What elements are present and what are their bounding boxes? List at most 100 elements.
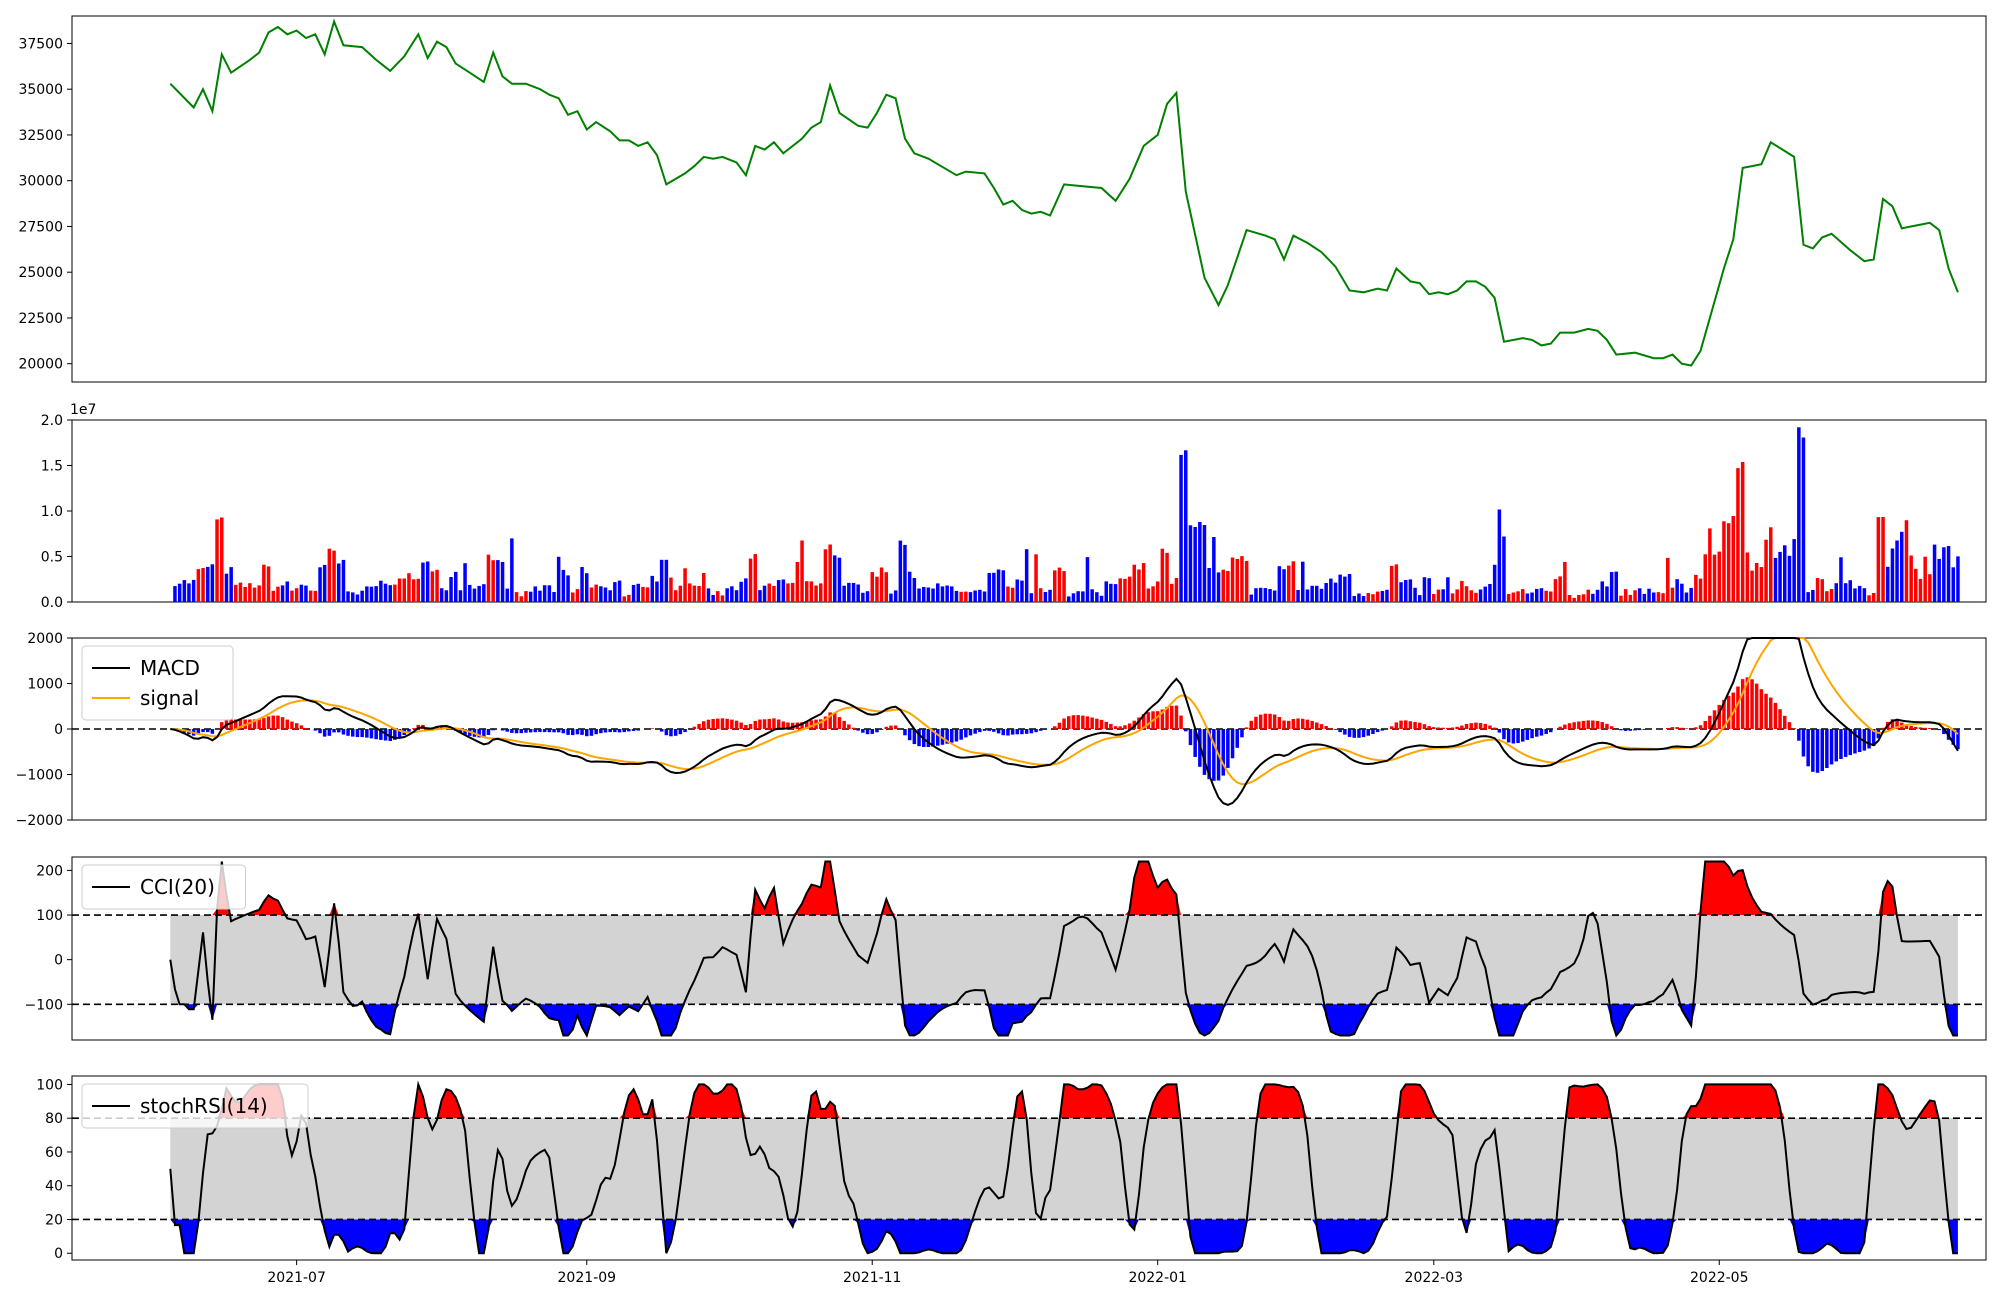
volume-bar [776,580,781,602]
macd-histogram-bar [1399,720,1403,729]
volume-bar [1600,581,1605,602]
macd-histogram-bar [917,729,921,747]
volume-bar [992,572,996,602]
macd-histogram-bar [1787,722,1792,729]
volume-bar [552,592,556,602]
volume-bar [454,571,458,602]
volume-bar [716,591,720,602]
macd-histogram-bar [837,717,842,729]
macd-histogram-bar [800,722,804,729]
macd-histogram-bar [252,719,257,729]
macd-histogram-bar [1839,729,1843,759]
price-ytick-label: 25000 [18,265,63,281]
volume-bar [847,582,851,602]
volume-bar [571,592,575,602]
volume-bar [1263,588,1268,602]
macd-histogram-bar [1698,725,1703,729]
volume-bar [1759,567,1764,602]
macd-histogram-bar [1563,724,1567,729]
volume-bar [1511,592,1516,602]
macd-histogram-bar [196,729,201,735]
volume-bar [365,586,369,602]
macd-histogram-bar [1123,725,1127,729]
macd-histogram-bar [1235,729,1240,748]
macd-histogram-bar [248,719,252,729]
volume-bar [645,587,650,602]
volume-bar [982,591,987,602]
volume-bar [1418,595,1422,602]
date-tick-label: 2022-03 [1405,1270,1464,1286]
date-tick-label: 2021-07 [267,1270,326,1286]
volume-bar [1769,527,1773,602]
macd-histogram-bar [1778,709,1782,729]
macd-histogram-bar [1315,722,1319,729]
volume-bar [280,585,285,602]
macd-histogram-bar [608,729,612,733]
date-axis: 2021-07 2021-09 2021-11 2022-01 2022-03 2022-… [267,1260,1749,1286]
volume-bar [1754,563,1759,602]
macd-histogram-bar [931,729,935,747]
macd-histogram-bar [964,729,968,738]
volume-bar [1567,595,1572,602]
volume-bar [1530,592,1534,602]
volume-offset-text: 1e7 [70,402,96,418]
macd-histogram-bar [575,729,580,735]
volume-bar [875,576,879,602]
macd-histogram-bar [603,729,608,733]
macd-histogram-bar [1043,729,1048,730]
volume-bar [613,582,617,602]
volume-bar [805,581,809,602]
volume-bar [940,586,945,602]
volume-bar [1801,437,1806,602]
macd-histogram-bar [1680,727,1684,729]
volume-axes-frame [71,419,1987,603]
macd-histogram-bar [266,716,271,729]
macd-legend-label: signal [140,686,199,710]
macd-histogram-bar [1179,715,1183,729]
volume-bar [290,590,294,602]
volume-bar [1010,587,1015,602]
volume-bar [360,590,364,602]
macd-histogram-bar [1914,726,1918,729]
volume-bar [1656,592,1661,602]
macd-histogram-bar [1071,715,1076,729]
macd-histogram-bar [1357,729,1361,738]
cci-legend-box [81,864,246,910]
macd-histogram-bar [1871,729,1876,746]
price-ytick-label: 30000 [18,174,63,190]
cci-ytick-label: 0 [54,953,63,969]
volume-bar [1034,554,1038,602]
volume-bar [1825,591,1829,602]
macd-histogram-bar [1389,726,1394,729]
macd-histogram-bar [1572,722,1576,729]
volume-bar [1380,591,1385,602]
macd-histogram-bar [346,729,350,736]
macd-histogram-bar [1815,729,1820,773]
volume-bar [1834,583,1839,602]
stochrsi-ytick-label: 60 [45,1145,63,1161]
volume-bar [1352,596,1357,602]
macd-histogram-bar [781,721,786,729]
macd-histogram-bar [758,719,762,729]
volume-bar [688,583,692,602]
volume-bar [575,589,580,602]
volume-bar [964,591,968,602]
volume-bar [1291,561,1296,602]
volume-bar [1881,517,1885,602]
macd-histogram-bar [1160,709,1165,729]
volume-bar [201,568,205,602]
macd-histogram-bar [636,729,641,731]
macd-histogram-bar [823,716,828,729]
volume-bar [294,588,299,602]
macd-histogram-bar [1904,724,1909,729]
volume-bar [1371,594,1375,602]
price-line [169,18,1959,367]
macd-histogram-bar [1806,729,1810,767]
macd-histogram-bar [1591,720,1595,729]
volume-bar [304,585,308,602]
macd-histogram-bar [1736,686,1740,729]
volume-bar [1932,544,1937,602]
macd-histogram-bar [1670,727,1675,729]
macd-histogram-bar [1118,726,1123,729]
macd-histogram-bar [1221,729,1226,776]
